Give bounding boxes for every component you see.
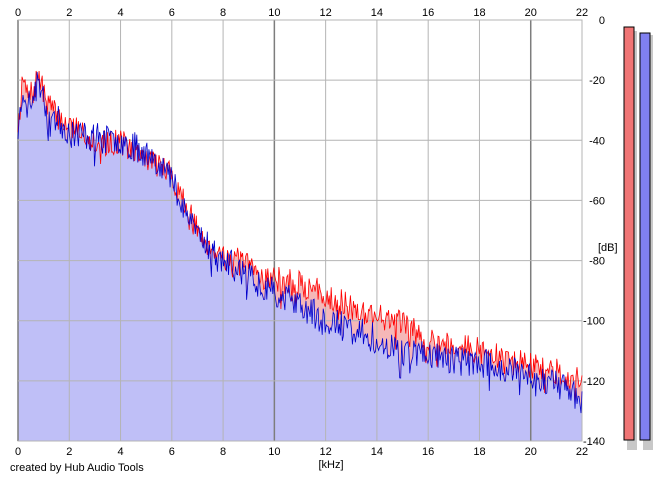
blue-channel-line <box>17 71 583 414</box>
y-tick-m60: -60 <box>589 195 605 207</box>
x-tick-bottom-16: 16 <box>422 446 434 458</box>
x-tick-labels-top: 0 2 4 6 8 10 12 14 16 18 20 22 <box>15 7 588 19</box>
x-tick-top-22: 22 <box>576 7 588 19</box>
x-tick-bottom-18: 18 <box>473 446 485 458</box>
x-tick-top-0: 0 <box>15 7 21 19</box>
grid <box>17 19 583 442</box>
x-tick-bottom-6: 6 <box>169 446 175 458</box>
x-tick-bottom-4: 4 <box>117 446 123 458</box>
x-tick-bottom-2: 2 <box>66 446 72 458</box>
x-tick-top-8: 8 <box>220 7 226 19</box>
y-tick-m140: -140 <box>583 436 605 448</box>
y-tick-m80: -80 <box>589 256 605 268</box>
x-tick-bottom-20: 20 <box>525 446 537 458</box>
x-tick-top-18: 18 <box>473 7 485 19</box>
x-tick-top-14: 14 <box>371 7 383 19</box>
y-tick-m40: -40 <box>589 135 605 147</box>
level-meters <box>623 26 653 450</box>
x-tick-top-10: 10 <box>268 7 280 19</box>
y-tick-m20: -20 <box>589 75 605 87</box>
y-tick-0: 0 <box>599 15 605 27</box>
meter-bar-1 <box>639 32 651 441</box>
y-tick-m120: -120 <box>583 376 605 388</box>
x-axis-label: [kHz] <box>318 459 343 471</box>
x-tick-top-6: 6 <box>169 7 175 19</box>
x-tick-bottom-14: 14 <box>371 446 383 458</box>
x-tick-top-4: 4 <box>117 7 123 19</box>
x-tick-bottom-22: 22 <box>576 446 588 458</box>
spectrum-lines <box>17 70 583 414</box>
meter-bar-0 <box>623 26 635 441</box>
x-tick-top-2: 2 <box>66 7 72 19</box>
blue-channel-fill <box>18 71 582 442</box>
y-tick-m100: -100 <box>583 316 605 328</box>
x-tick-bottom-8: 8 <box>220 446 226 458</box>
y-axis-label: [dB] <box>598 242 618 254</box>
credit-text: created by Hub Audio Tools <box>10 462 144 474</box>
x-tick-top-20: 20 <box>525 7 537 19</box>
x-tick-bottom-10: 10 <box>268 446 280 458</box>
spectrum-fills <box>18 71 582 442</box>
x-tick-labels-bottom: 0 2 4 6 8 10 12 14 16 18 20 22 <box>15 446 588 458</box>
x-tick-top-12: 12 <box>320 7 332 19</box>
x-tick-bottom-12: 12 <box>320 446 332 458</box>
y-tick-labels: 0 -20 -40 -60 -80 -100 -120 -140 <box>583 15 605 448</box>
x-tick-bottom-0: 0 <box>15 446 21 458</box>
x-tick-top-16: 16 <box>422 7 434 19</box>
